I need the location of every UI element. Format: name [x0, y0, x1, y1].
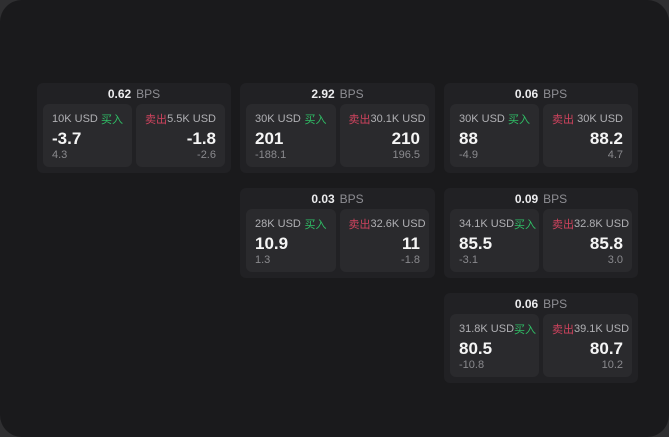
bps-header: 0.62 BPS — [43, 83, 225, 104]
sell-price: 11 — [402, 234, 420, 253]
quote-card: 0.09 BPS 34.1K USD 买入 85.5 -3.1 卖出 — [444, 188, 638, 278]
buy-panel[interactable]: 30K USD 买入 88 -4.9 — [450, 104, 539, 167]
buy-side-label: 买入 — [304, 114, 327, 126]
buy-panel[interactable]: 31.8K USD 买入 80.5 -10.8 — [450, 314, 539, 377]
bps-unit-label: BPS — [339, 86, 364, 101]
buy-delta: -3.1 — [459, 254, 478, 266]
sell-amount: 5.5K USD — [167, 113, 216, 125]
bps-value: 2.92 — [311, 86, 335, 101]
sell-amount: 39.1K USD — [574, 323, 630, 335]
bps-unit-label: BPS — [136, 86, 161, 101]
bps-value: 0.09 — [514, 191, 539, 206]
sell-price: 80.7 — [589, 339, 623, 358]
bps-header: 0.06 BPS — [450, 293, 632, 314]
sell-side-label: 卖出 — [552, 114, 574, 126]
buy-amount: 28K USD — [255, 218, 301, 230]
buy-price: 85.5 — [459, 234, 493, 253]
sell-delta: 196.5 — [392, 149, 420, 161]
bps-unit-label: BPS — [339, 191, 364, 206]
buy-delta: 4.3 — [52, 149, 68, 161]
sell-panel[interactable]: 卖出 30.1K USD 210 196.5 — [339, 104, 429, 167]
sell-delta: -1.8 — [401, 254, 420, 266]
quotes-grid: 0.62 BPS 10K USD 买入 -3.7 4.3 卖出 — [37, 83, 638, 383]
buy-amount: 30K USD — [459, 113, 505, 125]
sell-side-label: 卖出 — [145, 114, 167, 126]
buy-amount: 31.8K USD — [459, 323, 515, 335]
sell-amount: 32.8K USD — [574, 218, 630, 230]
buy-panel[interactable]: 10K USD 买入 -3.7 4.3 — [43, 104, 132, 167]
bps-unit-label: BPS — [543, 191, 568, 206]
sell-delta: 4.7 — [607, 149, 623, 161]
bps-value: 0.06 — [514, 86, 539, 101]
bps-value: 0.06 — [514, 296, 539, 311]
sell-amount: 30K USD — [577, 113, 623, 125]
sell-amount: 30.1K USD — [370, 113, 426, 125]
sell-panel[interactable]: 卖出 5.5K USD -1.8 -2.6 — [136, 104, 225, 167]
sell-delta: 3.0 — [607, 254, 623, 266]
sell-panel[interactable]: 卖出 30K USD 88.2 4.7 — [543, 104, 632, 167]
sell-side-label: 卖出 — [552, 219, 574, 231]
buy-panel[interactable]: 30K USD 买入 201 -188.1 — [246, 104, 336, 167]
buy-amount: 10K USD — [52, 113, 98, 125]
sell-delta: 10.2 — [601, 359, 623, 371]
sell-price: 210 — [391, 129, 420, 148]
buy-price: 88 — [459, 129, 478, 148]
buy-price: 10.9 — [255, 234, 289, 253]
sell-price: -1.8 — [186, 129, 216, 148]
sell-panel[interactable]: 卖出 32.8K USD 85.8 3.0 — [543, 209, 632, 272]
quote-card: 2.92 BPS 30K USD 买入 201 -188.1 卖出 — [240, 83, 435, 173]
quote-card: 0.06 BPS 31.8K USD 买入 80.5 -10.8 卖 — [444, 293, 638, 383]
buy-side-label: 买入 — [304, 219, 327, 231]
sell-price: 88.2 — [589, 129, 623, 148]
sell-side-label: 卖出 — [348, 219, 371, 231]
bps-value: 0.62 — [107, 86, 132, 101]
bps-header: 0.06 BPS — [450, 83, 632, 104]
buy-panel[interactable]: 34.1K USD 买入 85.5 -3.1 — [450, 209, 539, 272]
sell-panel[interactable]: 卖出 39.1K USD 80.7 10.2 — [543, 314, 632, 377]
bps-unit-label: BPS — [543, 86, 568, 101]
quote-card: 0.62 BPS 10K USD 买入 -3.7 4.3 卖出 — [37, 83, 231, 173]
quote-card: 0.06 BPS 30K USD 买入 88 -4.9 卖出 — [444, 83, 638, 173]
bps-value: 0.03 — [311, 191, 335, 206]
buy-price: 80.5 — [459, 339, 493, 358]
buy-amount: 34.1K USD — [459, 218, 515, 230]
buy-panel[interactable]: 28K USD 买入 10.9 1.3 — [246, 209, 336, 272]
buy-side-label: 买入 — [514, 219, 537, 231]
buy-delta: -188.1 — [255, 149, 287, 161]
buy-side-label: 买入 — [514, 324, 537, 336]
sell-panel[interactable]: 卖出 32.6K USD 11 -1.8 — [339, 209, 429, 272]
sell-delta: -2.6 — [197, 149, 216, 161]
buy-price: 201 — [255, 129, 284, 148]
sell-side-label: 卖出 — [552, 324, 574, 336]
bps-header: 0.09 BPS — [450, 188, 632, 209]
sell-side-label: 卖出 — [348, 114, 371, 126]
sell-amount: 32.6K USD — [370, 218, 426, 230]
quote-card: 0.03 BPS 28K USD 买入 10.9 1.3 卖出 — [240, 188, 435, 278]
buy-delta: 1.3 — [255, 254, 271, 266]
bps-unit-label: BPS — [543, 296, 568, 311]
bps-header: 2.92 BPS — [246, 83, 429, 104]
buy-price: -3.7 — [52, 129, 82, 148]
buy-delta: -4.9 — [459, 149, 478, 161]
buy-side-label: 买入 — [508, 114, 530, 126]
buy-amount: 30K USD — [255, 113, 301, 125]
bps-header: 0.03 BPS — [246, 188, 429, 209]
buy-delta: -10.8 — [459, 359, 485, 371]
buy-side-label: 买入 — [101, 114, 123, 126]
sell-price: 85.8 — [589, 234, 623, 253]
